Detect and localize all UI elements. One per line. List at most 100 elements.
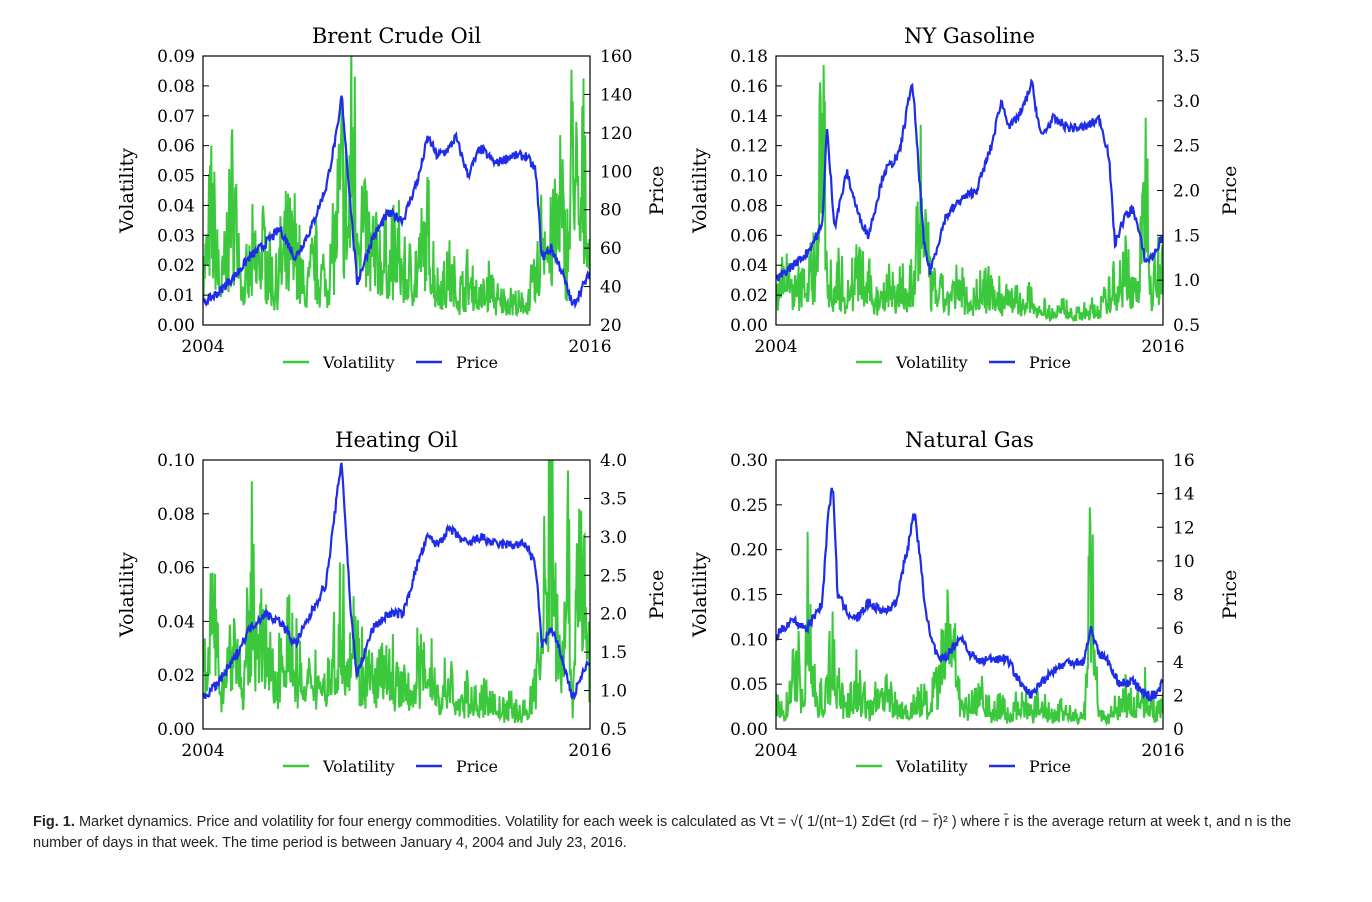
y-tick-label-right: 1.0 [1173, 271, 1200, 291]
y-tick-label-right: 2.0 [1173, 182, 1200, 202]
y-tick-label-left: 0.10 [730, 630, 768, 650]
y-tick-label-right: 3.5 [600, 489, 627, 509]
x-tick-label: 2016 [568, 741, 611, 761]
legend-label-price: Price [1029, 757, 1071, 776]
y-tick-label-left: 0.14 [730, 107, 768, 127]
y-tick-label-left: 0.09 [157, 47, 195, 67]
y-tick-label-right: 100 [600, 162, 632, 182]
y-tick-label-left: 0.04 [730, 256, 768, 276]
y-tick-label-left: 0.10 [157, 451, 195, 471]
y-tick-label-left: 0.20 [730, 541, 768, 561]
y-tick-label-right: 8 [1173, 586, 1184, 606]
series-price-line [203, 95, 590, 310]
y-tick-label-right: 0 [1173, 720, 1184, 740]
y-tick-label-left: 0.05 [157, 167, 195, 187]
y-tick-label-left: 0.05 [730, 675, 768, 695]
series-price-line [776, 487, 1163, 703]
y-tick-label-left: 0.02 [157, 666, 195, 686]
y-tick-label-left: 0.00 [730, 316, 768, 336]
y-axis-label-left: Volatility [689, 148, 711, 234]
y-tick-label-right: 60 [600, 239, 622, 259]
x-tick-label: 2004 [181, 337, 224, 357]
y-tick-label-left: 0.00 [730, 720, 768, 740]
y-tick-label-left: 0.08 [157, 77, 195, 97]
y-tick-label-left: 0.10 [730, 167, 768, 187]
y-tick-label-right: 10 [1173, 552, 1195, 572]
series-volatility-line [776, 65, 1163, 323]
y-tick-label-left: 0.00 [157, 720, 195, 740]
y-tick-label-right: 0.5 [600, 720, 627, 740]
y-tick-label-right: 2.0 [600, 605, 627, 625]
y-axis-label-left: Volatility [689, 552, 711, 638]
series-volatility-line [776, 507, 1163, 727]
y-tick-label-left: 0.04 [157, 612, 195, 632]
x-tick-label: 2004 [754, 337, 797, 357]
plot-frame [775, 55, 1164, 326]
y-tick-label-right: 12 [1173, 518, 1195, 538]
y-tick-label-right: 80 [600, 201, 622, 221]
y-tick-label-left: 0.16 [730, 77, 768, 97]
y-tick-label-right: 40 [600, 278, 622, 298]
y-tick-label-left: 0.00 [157, 316, 195, 336]
y-tick-label-left: 0.08 [157, 505, 195, 525]
plot-frame [202, 55, 591, 326]
y-tick-label-right: 1.5 [600, 643, 627, 663]
y-tick-label-right: 3.0 [1173, 92, 1200, 112]
y-tick-label-right: 2.5 [600, 566, 627, 586]
y-tick-label-left: 0.06 [730, 226, 768, 246]
legend: Volatility Price [283, 757, 498, 776]
y-axis-label-right: Price [646, 166, 668, 216]
legend-label-volatility: Volatility [895, 353, 968, 372]
legend-label-price: Price [456, 757, 498, 776]
y-tick-label-right: 2 [1173, 686, 1184, 706]
chart-title: Brent Crude Oil [312, 24, 482, 48]
chart-title: Natural Gas [905, 428, 1034, 452]
y-tick-label-left: 0.15 [730, 586, 768, 606]
caption-label: Fig. 1. [33, 814, 75, 830]
y-tick-label-left: 0.25 [730, 496, 768, 516]
chart-panel-3: 0.00 0.02 0.04 0.06 0.08 0.10 0.5 1.0 1.5 2.0 2.5 3… [116, 428, 668, 776]
y-tick-label-left: 0.18 [730, 47, 768, 67]
y-tick-label-right: 6 [1173, 619, 1184, 639]
x-tick-label: 2016 [568, 337, 611, 357]
y-tick-label-left: 0.06 [157, 559, 195, 579]
chart-title: Heating Oil [335, 428, 458, 452]
y-tick-label-right: 3.5 [1173, 47, 1200, 67]
legend-label-price: Price [1029, 353, 1071, 372]
y-tick-label-right: 16 [1173, 451, 1195, 471]
y-tick-label-left: 0.02 [157, 256, 195, 276]
y-tick-label-left: 0.30 [730, 451, 768, 471]
legend: Volatility Price [283, 353, 498, 372]
y-axis-label-left: Volatility [116, 552, 138, 638]
x-tick-label: 2016 [1141, 741, 1184, 761]
y-tick-label-right: 2.5 [1173, 137, 1200, 157]
y-tick-label-left: 0.01 [157, 286, 195, 306]
y-tick-label-right: 1.0 [600, 682, 627, 702]
chart-panel-4: 0.00 0.05 0.10 0.15 0.20 0.25 0.30 0 2 4 6 8 10 12 14 1… [689, 428, 1241, 776]
y-tick-label-right: 20 [600, 316, 622, 336]
legend-label-price: Price [456, 353, 498, 372]
y-axis-label-right: Price [1219, 570, 1241, 620]
chart-panel-2: 0.00 0.02 0.04 0.06 0.08 0.10 0.12 0.14 0.16 0.18… [689, 24, 1241, 372]
y-tick-label-right: 4 [1173, 653, 1184, 673]
y-tick-label-right: 160 [600, 47, 632, 67]
y-axis-label-right: Price [646, 570, 668, 620]
legend-label-volatility: Volatility [322, 757, 395, 776]
y-tick-label-left: 0.12 [730, 137, 768, 157]
chart-panel-1: 0.00 0.01 0.02 0.03 0.04 0.05 0.06 0.07 0.08 0.09… [116, 24, 668, 372]
legend: Volatility Price [856, 353, 1071, 372]
x-tick-label: 2016 [1141, 337, 1184, 357]
legend-label-volatility: Volatility [322, 353, 395, 372]
y-tick-label-left: 0.08 [730, 196, 768, 216]
y-tick-label-left: 0.03 [157, 226, 195, 246]
x-tick-label: 2004 [181, 741, 224, 761]
y-tick-label-right: 120 [600, 124, 632, 144]
figure: 0.00 0.01 0.02 0.03 0.04 0.05 0.06 0.07 0.08 0.09… [116, 24, 1241, 776]
y-axis-label-right: Price [1219, 166, 1241, 216]
y-tick-label-right: 3.0 [600, 528, 627, 548]
y-tick-label-left: 0.07 [157, 107, 195, 127]
series-volatility-line [203, 56, 590, 317]
y-tick-label-right: 14 [1173, 485, 1195, 505]
caption-text-1: Market dynamics. Price and volatility fo… [78, 814, 770, 830]
series-volatility-line [203, 460, 590, 724]
